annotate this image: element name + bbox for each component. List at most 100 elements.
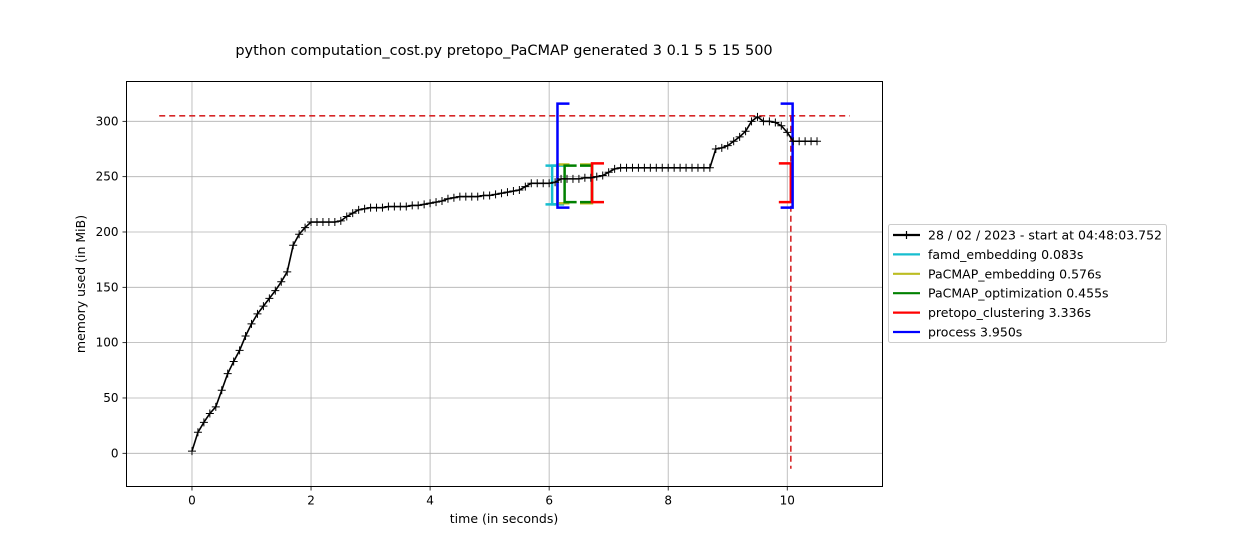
- data-point: [735, 132, 744, 141]
- legend-marker: [902, 231, 911, 239]
- legend-label: process 3.950s: [928, 325, 1022, 340]
- data-point: [747, 117, 756, 126]
- legend-box: [888, 224, 1167, 343]
- bracket-end: [580, 164, 594, 204]
- data-point: [342, 212, 351, 221]
- data-point: [277, 277, 286, 286]
- peak-markers: [159, 115, 850, 469]
- function-bracket: [556, 102, 794, 209]
- y-axis-label: memory used (in MiB): [73, 215, 88, 353]
- data-point: [497, 189, 506, 198]
- data-point: [771, 118, 780, 127]
- data-point: [271, 286, 280, 295]
- legend-label: PaCMAP_optimization 0.455s: [928, 286, 1109, 301]
- data-point: [301, 223, 310, 232]
- bracket-end: [780, 102, 794, 209]
- x-tick-label: 4: [426, 494, 434, 508]
- data-point: [503, 188, 512, 197]
- x-tick-label: 10: [780, 494, 795, 508]
- grid-lines: [126, 81, 883, 487]
- data-point: [295, 230, 304, 239]
- data-point: [235, 346, 244, 355]
- y-tick-label: 300: [96, 114, 119, 128]
- data-point: [432, 198, 441, 207]
- data-point: [229, 357, 238, 366]
- x-tick-label: 2: [307, 494, 315, 508]
- data-point: [348, 209, 357, 218]
- data-point: [283, 267, 292, 276]
- data-point: [765, 117, 774, 126]
- data-point: [330, 218, 339, 227]
- y-tick-label: 50: [103, 391, 118, 405]
- data-point: [199, 418, 208, 427]
- y-tick-label: 150: [96, 280, 119, 294]
- data-point: [211, 402, 220, 411]
- x-tick-label: 0: [188, 494, 196, 508]
- x-tick-label: 8: [664, 494, 672, 508]
- x-tick-label: 6: [545, 494, 553, 508]
- legend-label: famd_embedding 0.083s: [928, 247, 1083, 262]
- data-point: [336, 216, 345, 225]
- data-point: [509, 187, 518, 196]
- data-point: [753, 112, 762, 121]
- data-point: [610, 164, 619, 173]
- data-point: [717, 143, 726, 152]
- data-point: [437, 197, 446, 206]
- memory-series: [187, 112, 822, 456]
- function-brackets: [545, 102, 794, 209]
- data-point: [241, 332, 250, 341]
- data-point: [741, 127, 750, 136]
- data-point: [205, 409, 214, 418]
- data-point: [598, 171, 607, 180]
- data-point: [705, 163, 714, 172]
- bracket-start: [590, 162, 605, 204]
- function-bracket: [556, 163, 594, 205]
- data-point: [521, 182, 530, 191]
- data-point: [289, 241, 298, 250]
- bracket-end: [778, 162, 793, 204]
- data-point: [783, 128, 792, 137]
- y-tick-label: 100: [96, 336, 119, 350]
- data-point: [604, 168, 613, 177]
- data-point: [777, 121, 786, 130]
- data-point: [354, 205, 363, 214]
- x-axis-label: time (in seconds): [450, 511, 558, 526]
- data-point: [265, 294, 274, 303]
- data-point: [223, 369, 232, 378]
- legend-label: 28 / 02 / 2023 - start at 04:48:03.752: [928, 228, 1162, 243]
- bracket-start: [563, 164, 577, 204]
- data-point: [253, 309, 262, 318]
- legend: 28 / 02 / 2023 - start at 04:48:03.752 fa…: [888, 224, 1167, 343]
- chart-title: python computation_cost.py pretopo_PaCMA…: [235, 43, 772, 59]
- data-point: [193, 428, 202, 437]
- data-point: [574, 174, 583, 183]
- data-point: [449, 193, 458, 202]
- data-point: [402, 202, 411, 211]
- legend-label: PaCMAP_embedding 0.576s: [928, 266, 1101, 281]
- data-point: [247, 319, 256, 328]
- data-point: [414, 201, 423, 210]
- y-tick-label: 250: [96, 170, 119, 184]
- data-point: [187, 447, 196, 456]
- data-point: [545, 179, 554, 188]
- y-tick-label: 200: [96, 225, 119, 239]
- data-point: [729, 137, 738, 146]
- data-point: [551, 178, 560, 187]
- bracket-start: [556, 102, 570, 209]
- data-point: [426, 199, 435, 208]
- data-point: [723, 141, 732, 150]
- data-point: [473, 192, 482, 201]
- legend-label: pretopo_clustering 3.336s: [928, 305, 1091, 320]
- data-point: [586, 173, 595, 182]
- plot-frame: [126, 81, 883, 487]
- data-point: [515, 185, 524, 194]
- data-point: [378, 203, 387, 212]
- data-point: [443, 194, 452, 203]
- data-point: [813, 137, 822, 146]
- data-point: [485, 191, 494, 200]
- data-point: [592, 172, 601, 181]
- y-tick-label: 0: [111, 446, 119, 460]
- bracket-end: [580, 163, 594, 205]
